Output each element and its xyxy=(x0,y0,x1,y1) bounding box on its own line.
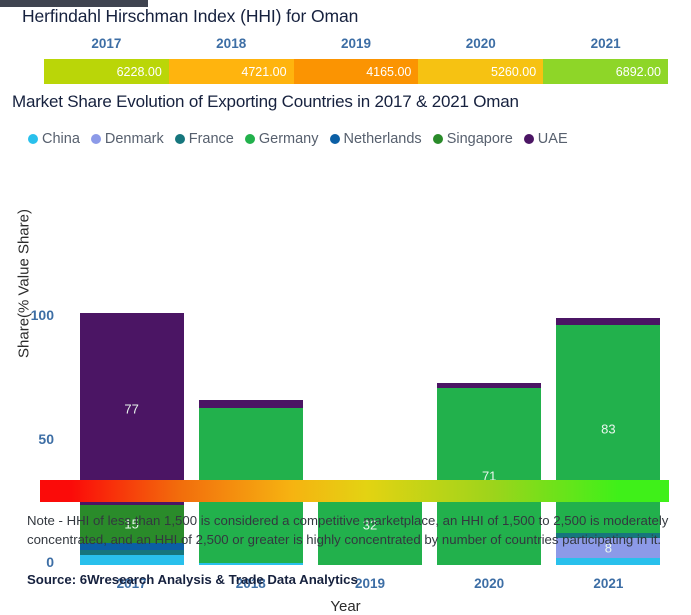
legend-dot-icon xyxy=(523,134,534,144)
legend-item-china[interactable]: China xyxy=(28,131,80,147)
bar-value-label: 77 xyxy=(124,401,139,417)
hhi-value-label: 6228.00 xyxy=(116,64,162,79)
hhi-value-label: 6892.00 xyxy=(615,64,661,79)
bar-value-label: 32 xyxy=(362,517,378,533)
y-tick-50: 50 xyxy=(38,431,54,447)
bar-segment-france[interactable] xyxy=(79,550,184,555)
y-tick-0: 0 xyxy=(46,554,54,570)
bar-segment-singapore[interactable]: 15 xyxy=(79,505,184,543)
hhi-segment: 6228.00 xyxy=(44,59,169,84)
legend-dot-icon xyxy=(28,134,38,144)
legend-label: China xyxy=(42,131,80,147)
legend-dot-icon xyxy=(90,134,101,144)
legend-label: UAE xyxy=(537,131,568,147)
hhi-year-label: 2018 xyxy=(216,36,247,51)
y-tick-100: 100 xyxy=(30,307,54,323)
bar-segment-germany[interactable]: 71 xyxy=(437,387,542,565)
footnote-text: Note - HHI of less than 1,500 is conside… xyxy=(27,513,669,547)
bar-slot-2017: 15 77 xyxy=(79,312,184,565)
bar-segment-china[interactable] xyxy=(79,555,184,565)
hhi-value-strip: 6228.00 4721.00 4165.00 5260.00 6892.00 xyxy=(44,59,668,84)
legend-label: France xyxy=(188,131,234,147)
x-tick-label: 2018 xyxy=(235,576,266,591)
hhi-year-axis: 2017 2018 2019 2020 2021 xyxy=(44,33,668,55)
hhi-year-label: 2017 xyxy=(91,36,122,51)
hhi-year-label: 2021 xyxy=(590,36,621,51)
legend-item-germany[interactable]: Germany xyxy=(244,131,319,147)
legend-label: Netherlands xyxy=(343,131,422,147)
hhi-segment: 4721.00 xyxy=(168,59,294,84)
stacked-bar-2020[interactable]: 71 xyxy=(437,382,542,565)
legend-dot-icon xyxy=(174,134,185,144)
legend-item-france[interactable]: France xyxy=(174,131,234,147)
bar-segment-denmark[interactable]: 8 xyxy=(556,537,661,558)
bar-value-label: 8 xyxy=(604,540,612,555)
hhi-year-label: 2020 xyxy=(465,36,496,51)
legend-dot-icon xyxy=(244,134,255,144)
bar-value-label: 15 xyxy=(124,516,139,532)
source-text: Source: 6Wresearch Analysis & Trade Data… xyxy=(27,572,358,587)
x-tick-label: 2017 xyxy=(116,576,147,591)
plot-area: Share(% Value Share) 100 50 0 1577623271… xyxy=(0,152,691,615)
legend-label: Denmark xyxy=(104,131,164,147)
legend-item-netherlands[interactable]: Netherlands xyxy=(329,131,422,147)
bar-segment-uae[interactable] xyxy=(198,400,303,408)
legend-item-singapore[interactable]: Singapore xyxy=(432,131,513,147)
market-share-title: Market Share Evolution of Exporting Coun… xyxy=(12,92,519,111)
top-accent-bar xyxy=(0,0,148,7)
bar-segment-china[interactable] xyxy=(198,562,303,565)
hhi-value-label: 4721.00 xyxy=(241,64,287,79)
legend-item-uae[interactable]: UAE xyxy=(523,131,568,147)
legend-item-denmark[interactable]: Denmark xyxy=(90,131,164,147)
legend-label: Singapore xyxy=(446,131,513,147)
legend-dot-icon xyxy=(432,134,443,144)
bar-value-label: 83 xyxy=(601,421,616,437)
bar-segment-uae[interactable] xyxy=(437,382,542,388)
bar-segment-netherlands[interactable] xyxy=(79,542,184,550)
legend-label: Germany xyxy=(258,131,319,147)
legend-dot-icon xyxy=(329,134,340,144)
hhi-value-label: 5260.00 xyxy=(491,64,537,79)
x-tick-label: 2019 xyxy=(354,576,386,591)
bar-segment-uae[interactable]: 77 xyxy=(79,312,184,505)
x-axis-title: Year xyxy=(330,598,361,615)
x-tick-label: 2021 xyxy=(593,576,624,591)
y-axis-title: Share(% Value Share) xyxy=(15,209,33,358)
hhi-year-label: 2019 xyxy=(340,36,372,51)
chart-legend: China Denmark France Germany Netherlands Sing… xyxy=(28,128,668,150)
stacked-bar-2017[interactable]: 15 77 xyxy=(79,312,184,565)
bar-segment-china[interactable] xyxy=(556,557,661,565)
x-tick-label: 2020 xyxy=(474,576,505,591)
hhi-gradient-scale xyxy=(40,480,669,502)
hhi-segment: 5260.00 xyxy=(418,59,544,84)
bar-segment-france[interactable] xyxy=(556,532,661,538)
hhi-title: Herfindahl Hirschman Index (HHI) for Oma… xyxy=(22,6,359,26)
hhi-value-label: 4165.00 xyxy=(366,64,412,79)
hhi-segment: 4165.00 xyxy=(293,59,419,84)
bar-slot-2020: 71 xyxy=(437,315,542,565)
bar-segment-uae[interactable] xyxy=(556,317,661,325)
hhi-segment: 6892.00 xyxy=(543,59,668,84)
